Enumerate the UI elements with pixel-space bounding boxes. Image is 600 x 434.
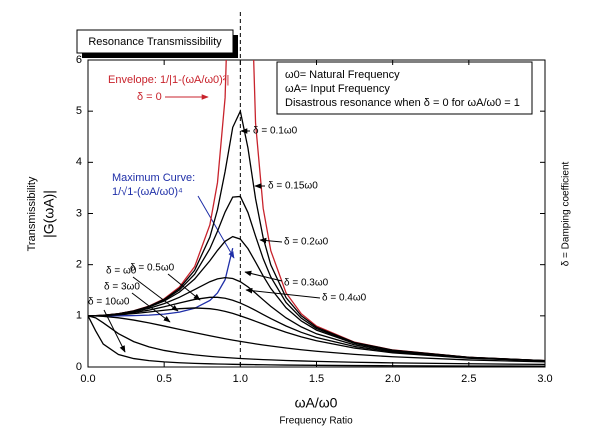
y-tick-label: 3 [76,207,82,219]
series-label: δ = 10ω0 [88,297,130,308]
series-label: Envelope: 1/|1-(ωA/ω0)²| [108,74,229,86]
y-tick-label: 1 [76,310,82,322]
curve [88,307,545,362]
y-axis-label: Transmissibility [26,176,38,251]
y-tick-label: 2 [76,259,82,271]
x-tick-label: 0.0 [80,373,95,385]
series-label: δ = 0.2ω0 [284,237,329,248]
y-tick-label: 0 [76,361,82,373]
series-label: δ = 0.15ω0 [268,181,318,192]
y-axis-formula: |G(ωA)| [41,190,57,238]
plot-frame [87,59,546,368]
y-tick-label: 6 [76,54,82,66]
curve [88,315,545,367]
curve [88,315,545,363]
info-text: ωA= Input Frequency [285,83,390,95]
curve [88,276,545,362]
series-label: δ = ω0 [106,266,137,277]
x-axis-sublabel: Frequency Ratio [279,416,353,427]
x-tick-label: 2.0 [385,373,400,385]
y-tick-label: 5 [76,105,82,117]
envelope-note: δ = 0 [137,91,162,103]
series-label: δ = 0.1ω0 [253,126,298,137]
info-text: ω0= Natural Frequency [285,69,400,81]
curve [88,315,545,366]
arrow [167,273,201,301]
arrow [245,287,321,299]
arrow [197,195,235,259]
arrow [244,270,283,282]
x-tick-label: 3.0 [537,373,552,385]
x-tick-label: 2.5 [461,373,476,385]
series-label: δ = 3ω0 [104,282,140,293]
arrow [132,276,179,312]
series-label: δ = 0.5ω0 [130,263,175,274]
plot-area [88,60,545,367]
chart-title: Resonance Transmissibility [88,36,222,48]
x-tick-label: 1.0 [233,373,248,385]
arrow [103,309,126,353]
curve [88,235,545,362]
y-tick-label: 4 [76,156,82,168]
curve [88,296,545,362]
series-label: δ = 0.3ω0 [284,278,329,289]
info-text: Disastrous resonance when δ = 0 for ωA/ω… [285,97,520,109]
right-label: δ = Damping coefficient [561,161,572,266]
x-axis-label: ωA/ω0 [295,395,338,411]
info-box [276,61,533,115]
x-tick-label: 0.5 [157,373,172,385]
maximum-formula: 1/√1-(ωA/ω0)⁴ [112,186,183,198]
series-label: δ = 0.4ω0 [322,293,367,304]
arrow [131,292,171,323]
title-box [76,29,234,54]
x-tick-label: 1.5 [309,373,324,385]
series-label: Maximum Curve: [112,172,195,184]
arrow [259,237,283,244]
